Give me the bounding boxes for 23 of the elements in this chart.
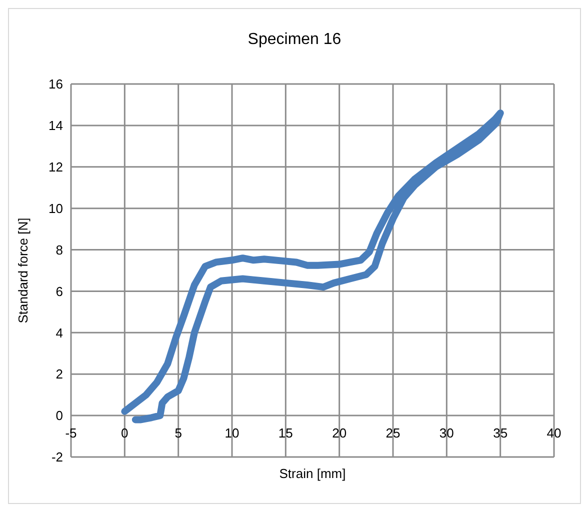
x-tick-label: 10 <box>224 426 240 441</box>
x-tick-label: 25 <box>386 426 400 441</box>
y-tick-label: 0 <box>56 408 63 424</box>
y-tick-label: 2 <box>56 366 63 382</box>
chart-title: Specimen 16 <box>246 31 342 49</box>
x-tick-label: 35 <box>493 426 508 441</box>
x-tick-label: 40 <box>546 426 562 441</box>
y-tick-label: 6 <box>56 284 63 299</box>
y-tick-label: 16 <box>48 76 63 92</box>
x-tick-label: 5 <box>174 426 182 441</box>
y-tick-label: 12 <box>48 160 63 175</box>
y-tick-label: 4 <box>56 325 63 340</box>
y-tick-label: 14 <box>48 118 63 134</box>
x-axis-title: Strain [mm] <box>279 466 346 482</box>
y-tick-label: 8 <box>56 242 63 258</box>
x-tick-label: 20 <box>332 426 347 441</box>
y-tick-label: 10 <box>48 200 63 216</box>
y-tick-label: -2 <box>51 450 63 465</box>
y-axis-title: Standard force [N] <box>16 218 31 324</box>
x-tick-label: 30 <box>439 426 454 441</box>
x-tick-label: -5 <box>65 426 77 441</box>
x-tick-label: 0 <box>121 426 128 441</box>
x-tick-label: 15 <box>278 426 293 441</box>
